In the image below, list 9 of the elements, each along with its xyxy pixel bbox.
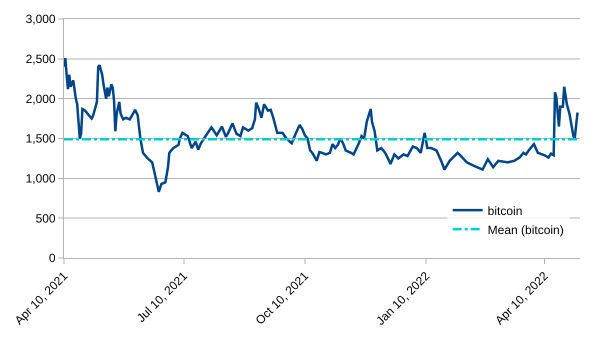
y-tick-label: 2,000 — [26, 92, 56, 106]
y-tick-label: 0 — [48, 251, 56, 266]
y-tick-label: 2,500 — [26, 52, 56, 66]
legend-label: Mean (bitcoin) — [488, 222, 564, 237]
y-tick-label: 1,500 — [26, 132, 56, 146]
legend-label: bitcoin — [488, 204, 522, 218]
y-tick-label: 500 — [36, 211, 56, 226]
y-tick-label: 3,000 — [26, 12, 56, 26]
y-tick-label: 1,000 — [26, 172, 56, 186]
